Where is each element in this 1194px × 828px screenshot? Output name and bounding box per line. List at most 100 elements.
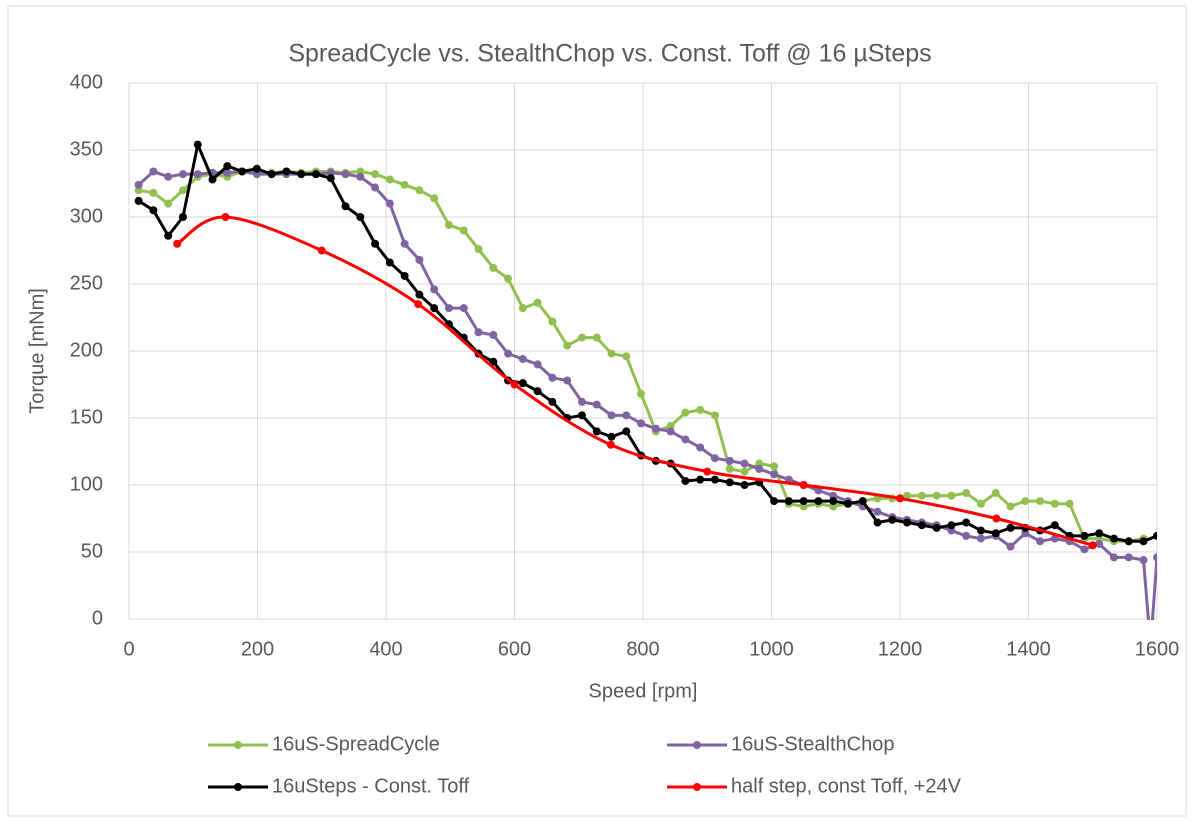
data-point <box>178 213 187 221</box>
data-point <box>577 333 586 342</box>
data-point <box>415 255 424 264</box>
data-point <box>1139 556 1148 565</box>
data-point <box>592 400 601 409</box>
data-point <box>548 317 557 326</box>
data-point <box>173 239 182 248</box>
data-point <box>134 180 143 189</box>
data-point <box>400 271 409 280</box>
grid <box>128 82 1158 620</box>
data-point <box>710 454 719 463</box>
data-point <box>149 206 158 215</box>
data-point <box>710 411 719 420</box>
data-point <box>770 497 779 506</box>
data-point <box>976 534 985 543</box>
data-point <box>1095 529 1104 538</box>
data-point <box>474 245 483 254</box>
data-point <box>533 298 542 307</box>
data-point <box>430 194 439 203</box>
data-point <box>770 470 779 479</box>
data-point <box>533 387 542 396</box>
data-point <box>814 497 823 506</box>
data-point <box>444 304 453 313</box>
data-point <box>858 497 867 506</box>
data-point <box>193 140 202 149</box>
data-point <box>681 476 690 485</box>
data-point <box>164 199 173 208</box>
data-point <box>1109 553 1118 562</box>
data-point <box>1124 553 1133 562</box>
data-point <box>223 168 232 177</box>
data-point <box>740 481 749 489</box>
data-point <box>252 164 261 173</box>
data-point <box>607 411 616 420</box>
x-tick-label: 600 <box>498 638 531 660</box>
data-point <box>770 462 779 471</box>
data-point <box>371 239 380 248</box>
data-point <box>1050 521 1059 530</box>
data-point <box>577 397 586 406</box>
legend-label: half step, const Toff, +24V <box>731 775 962 797</box>
data-point <box>149 167 158 176</box>
data-point <box>896 494 904 503</box>
data-point <box>518 304 527 313</box>
data-point <box>164 172 173 181</box>
data-point <box>341 170 350 179</box>
data-point <box>799 481 808 489</box>
data-point <box>430 304 439 313</box>
data-point <box>489 330 498 339</box>
data-point <box>622 352 631 361</box>
data-point <box>444 221 453 230</box>
data-point <box>1021 497 1030 506</box>
y-tick-label: 100 <box>70 473 103 495</box>
legend-marker <box>234 741 242 749</box>
data-point <box>223 162 232 171</box>
data-point <box>563 341 572 350</box>
data-point <box>341 202 350 211</box>
data-point <box>1006 502 1015 511</box>
data-point <box>606 440 615 449</box>
data-point <box>371 170 380 179</box>
y-tick-label: 200 <box>70 339 103 361</box>
data-point <box>193 170 202 179</box>
data-point <box>991 489 1000 498</box>
data-point <box>1080 545 1089 554</box>
data-point <box>666 427 675 436</box>
data-point <box>696 405 705 414</box>
data-point <box>400 180 409 189</box>
data-point <box>415 186 424 195</box>
data-point <box>563 376 572 385</box>
data-point <box>710 475 719 484</box>
chart-title: SpreadCycle vs. StealthChop vs. Const. T… <box>288 40 931 68</box>
data-point <box>740 467 749 476</box>
data-point <box>651 424 660 433</box>
data-point <box>932 491 941 500</box>
data-point <box>962 518 971 527</box>
data-point <box>755 464 764 473</box>
data-point <box>888 515 897 524</box>
data-point <box>903 491 912 500</box>
data-point <box>459 226 468 235</box>
data-point <box>681 435 690 444</box>
data-point <box>917 521 926 530</box>
data-point <box>962 489 971 498</box>
data-point <box>221 213 230 221</box>
data-point <box>238 167 247 176</box>
data-point <box>504 349 513 358</box>
x-tick-label: 1600 <box>1135 638 1180 660</box>
data-point <box>317 246 326 255</box>
data-point <box>725 478 734 487</box>
data-point <box>592 427 601 436</box>
data-point <box>696 443 705 452</box>
data-point <box>474 328 483 337</box>
data-point <box>164 231 173 240</box>
data-point <box>637 419 646 428</box>
x-tick-label: 200 <box>241 638 274 660</box>
data-point <box>1139 537 1148 546</box>
x-tick-label: 1200 <box>878 638 923 660</box>
data-point <box>799 497 808 506</box>
data-point <box>208 175 217 184</box>
data-point <box>622 427 631 436</box>
data-point <box>976 499 985 508</box>
data-point <box>725 456 734 465</box>
y-tick-label: 350 <box>70 138 103 160</box>
